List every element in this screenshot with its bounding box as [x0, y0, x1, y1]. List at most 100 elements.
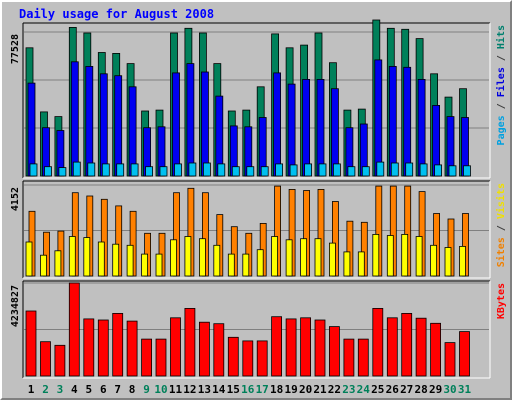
bar-files-day-25 [374, 59, 383, 177]
bar-kbytes-day-22 [328, 326, 340, 377]
axis-label-part: Visits [495, 183, 507, 219]
bar-pages-day-30 [448, 165, 457, 177]
bar-pages-day-22 [332, 163, 341, 177]
bar-sites-day-12 [184, 236, 192, 277]
bar-kbytes-day-5 [83, 318, 95, 377]
day-label: 5 [85, 383, 92, 396]
bar-pages-day-20 [304, 163, 313, 177]
bar-kbytes-day-1 [25, 310, 37, 377]
bar-files-day-27 [403, 66, 412, 177]
bar-kbytes-day-21 [314, 319, 326, 377]
bar-sites-day-13 [198, 238, 206, 277]
bar-files-day-1 [27, 82, 36, 177]
bar-pages-day-1 [29, 163, 38, 177]
day-label: 1 [28, 383, 35, 396]
bar-kbytes-day-2 [40, 341, 51, 377]
bar-sites-day-30 [444, 247, 452, 277]
day-label: 30 [443, 383, 456, 396]
bar-sites-day-5 [83, 237, 91, 277]
day-label: 18 [270, 383, 283, 396]
bar-sites-day-27 [401, 233, 409, 277]
day-label: 22 [328, 383, 341, 396]
bar-files-day-12 [186, 63, 195, 177]
bar-sites-day-22 [328, 242, 336, 277]
series-pages [29, 161, 471, 177]
bar-pages-day-2 [44, 166, 52, 177]
bar-kbytes-day-9 [141, 338, 153, 377]
bar-files-day-5 [85, 66, 94, 177]
axis-label: Pages / Files / Hits [495, 25, 507, 145]
day-label: 10 [154, 383, 167, 396]
series-sites [25, 233, 466, 277]
bar-files-day-21 [316, 79, 325, 177]
day-label: 23 [342, 383, 355, 396]
bar-pages-day-21 [318, 163, 327, 177]
bar-kbytes-day-11 [170, 317, 181, 377]
bar-sites-day-7 [112, 243, 120, 277]
panel-1: 77528 Pages / Files / Hits [10, 19, 507, 179]
axis-label-part: Files [495, 67, 507, 97]
bar-files-day-19 [287, 83, 296, 177]
bar-kbytes-day-16 [242, 340, 254, 377]
bar-sites-day-31 [459, 245, 466, 277]
bar-kbytes-day-10 [155, 338, 167, 377]
bar-sites-day-29 [430, 244, 438, 277]
bar-pages-day-26 [390, 162, 399, 177]
axis-label-part: Hits [495, 25, 507, 49]
bar-sites-day-15 [227, 253, 235, 277]
bar-kbytes-day-26 [386, 317, 398, 377]
day-label: 4 [71, 383, 78, 396]
bar-files-day-28 [417, 79, 426, 177]
bar-pages-day-23 [347, 166, 356, 177]
bar-files-day-8 [128, 86, 137, 177]
day-label: 26 [386, 383, 400, 396]
bar-sites-day-23 [343, 251, 351, 277]
axis-label-part: Pages [496, 115, 507, 145]
day-label: 13 [198, 383, 211, 396]
bar-pages-day-11 [174, 163, 182, 177]
bar-kbytes-day-13 [198, 321, 210, 377]
bar-files-day-7 [114, 75, 123, 177]
day-label: 27 [400, 383, 413, 396]
bar-pages-day-10 [159, 166, 168, 177]
bar-pages-day-29 [434, 164, 443, 177]
day-label: 28 [414, 383, 427, 396]
bar-pages-day-18 [275, 163, 284, 177]
axis-label-part: / [496, 97, 507, 115]
bar-kbytes-day-14 [213, 323, 225, 377]
bar-sites-day-1 [25, 241, 33, 277]
day-label: 31 [458, 383, 472, 396]
bar-pages-day-3 [58, 167, 67, 177]
bar-pages-day-24 [361, 166, 370, 177]
axis-label-part: / [496, 49, 507, 67]
bar-kbytes-day-25 [372, 307, 384, 377]
bar-pages-day-7 [116, 163, 125, 177]
bar-sites-day-28 [415, 236, 423, 277]
day-label: 19 [284, 383, 297, 396]
bar-sites-day-16 [242, 253, 250, 277]
series-files [27, 59, 469, 177]
bar-pages-day-15 [231, 166, 240, 177]
bar-kbytes-day-31 [459, 331, 470, 377]
bar-sites-day-3 [54, 250, 62, 277]
bar-kbytes-day-27 [401, 312, 413, 377]
bar-kbytes-day-8 [126, 320, 138, 377]
bar-sites-day-17 [256, 249, 264, 277]
bar-kbytes-day-30 [444, 342, 456, 377]
bar-sites-day-18 [271, 236, 279, 277]
bar-pages-day-17 [260, 166, 269, 177]
chart-title: Daily usage for August 2008 [19, 7, 214, 21]
bar-kbytes-day-17 [256, 340, 268, 377]
bar-kbytes-day-20 [300, 317, 312, 377]
bar-sites-day-26 [386, 235, 394, 277]
bar-pages-day-14 [217, 163, 226, 177]
bar-sites-day-20 [300, 238, 308, 277]
day-label: 21 [313, 383, 327, 396]
bar-kbytes-day-23 [343, 338, 355, 377]
bar-kbytes-day-7 [112, 312, 124, 377]
day-label: 16 [241, 383, 255, 396]
x-axis-day-labels: 1 2 3 4 5 6 7 8 9 10 11 12 13 14 15 16 17 18 19 20 21 22 23 24 2… [28, 383, 472, 396]
day-label: 11 [169, 383, 183, 396]
bar-pages-day-4 [72, 161, 81, 177]
